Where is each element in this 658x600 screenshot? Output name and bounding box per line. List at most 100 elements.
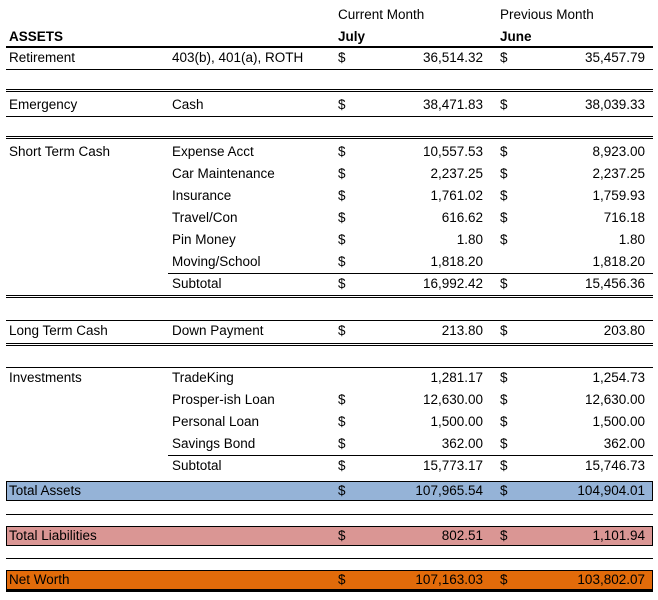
row-item: Subtotal	[172, 276, 222, 291]
currency-sign: $	[338, 50, 346, 65]
currency-sign: $	[338, 436, 346, 451]
previous-value: 203.80	[603, 323, 645, 338]
currency-sign: $	[338, 210, 346, 225]
currency-sign: $	[338, 144, 346, 159]
currency-sign: $	[500, 50, 508, 65]
row-label: Total Liabilities	[9, 528, 97, 543]
current-value: 36,514.32	[422, 50, 483, 65]
rule	[6, 514, 653, 515]
rule	[6, 46, 653, 48]
row-item: Expense Acct	[172, 144, 254, 159]
row-label: Net Worth	[9, 572, 70, 587]
total-band	[6, 481, 653, 501]
previous-value: 716.18	[603, 210, 645, 225]
currency-sign: $	[338, 188, 346, 203]
currency-sign: $	[500, 166, 508, 181]
current-value: 1,500.00	[430, 414, 483, 429]
currency-sign: $	[500, 572, 508, 587]
month-label: June	[500, 29, 532, 44]
previous-value: 35,457.79	[584, 50, 645, 65]
currency-sign: $	[500, 414, 508, 429]
rule	[6, 295, 653, 299]
currency-sign: $	[500, 323, 508, 338]
currency-sign: $	[500, 483, 508, 498]
current-value: 38,471.83	[422, 97, 483, 112]
row-item: TradeKing	[172, 370, 234, 385]
previous-value: 103,802.07	[577, 572, 645, 587]
row-item: Subtotal	[172, 458, 222, 473]
rule	[6, 136, 653, 140]
rule	[6, 320, 653, 321]
previous-value: 1,818.20	[592, 254, 645, 269]
current-value: 1,761.02	[430, 188, 483, 203]
currency-sign: $	[500, 458, 508, 473]
currency-sign: $	[500, 276, 508, 291]
previous-value: 1,254.73	[592, 370, 645, 385]
row-label: Long Term Cash	[9, 323, 108, 338]
row-item: Down Payment	[172, 323, 264, 338]
current-value: 213.80	[441, 323, 483, 338]
row-item: Insurance	[172, 188, 232, 203]
rule	[6, 89, 653, 93]
currency-sign: $	[500, 188, 508, 203]
currency-sign: $	[338, 323, 346, 338]
currency-sign: $	[338, 97, 346, 112]
row-item: Car Maintenance	[172, 166, 275, 181]
row-label: Short Term Cash	[9, 144, 111, 159]
row-item: Moving/School	[172, 254, 261, 269]
rule	[6, 343, 653, 347]
row-item: Savings Bond	[172, 436, 256, 451]
row-item: Pin Money	[172, 232, 236, 247]
previous-value: 1,101.94	[592, 528, 645, 543]
column-header: Current Month	[338, 7, 425, 22]
current-value: 616.62	[441, 210, 483, 225]
current-value: 802.51	[441, 528, 483, 543]
row-item: Cash	[172, 97, 204, 112]
currency-sign: $	[500, 392, 508, 407]
currency-sign: $	[338, 458, 346, 473]
currency-sign: $	[500, 210, 508, 225]
currency-sign: $	[338, 166, 346, 181]
previous-value: 2,237.25	[592, 166, 645, 181]
total-band	[6, 570, 653, 592]
current-value: 362.00	[441, 436, 483, 451]
previous-value: 12,630.00	[584, 392, 645, 407]
currency-sign: $	[500, 436, 508, 451]
rule	[6, 116, 653, 117]
total-band	[6, 526, 653, 546]
currency-sign: $	[338, 254, 346, 269]
row-item: Personal Loan	[172, 414, 260, 429]
column-header: Previous Month	[500, 7, 594, 22]
current-value: 1.80	[456, 232, 483, 247]
current-value: 15,773.17	[422, 458, 483, 473]
row-label: Emergency	[9, 97, 78, 112]
previous-value: 15,746.73	[584, 458, 645, 473]
row-item: 403(b), 401(a), ROTH	[172, 50, 304, 65]
current-value: 1,818.20	[430, 254, 483, 269]
currency-sign: $	[500, 528, 508, 543]
row-item: Prosper-ish Loan	[172, 392, 275, 407]
previous-value: 362.00	[603, 436, 645, 451]
currency-sign: $	[500, 144, 508, 159]
current-value: 2,237.25	[430, 166, 483, 181]
current-value: 1,281.17	[430, 370, 483, 385]
previous-value: 8,923.00	[592, 144, 645, 159]
currency-sign: $	[500, 232, 508, 247]
current-value: 107,163.03	[415, 572, 483, 587]
previous-value: 15,456.36	[584, 276, 645, 291]
previous-value: 1,500.00	[592, 414, 645, 429]
currency-sign: $	[338, 392, 346, 407]
current-value: 10,557.53	[422, 144, 483, 159]
previous-value: 104,904.01	[577, 483, 645, 498]
currency-sign: $	[500, 97, 508, 112]
row-label: Total Assets	[9, 483, 82, 498]
current-value: 16,992.42	[422, 276, 483, 291]
current-value: 12,630.00	[422, 392, 483, 407]
rule	[168, 455, 653, 456]
row-label: Investments	[9, 370, 82, 385]
sheet-title: ASSETS	[9, 29, 64, 44]
current-value: 107,965.54	[415, 483, 483, 498]
row-label: Retirement	[9, 50, 76, 65]
rule	[168, 273, 653, 274]
